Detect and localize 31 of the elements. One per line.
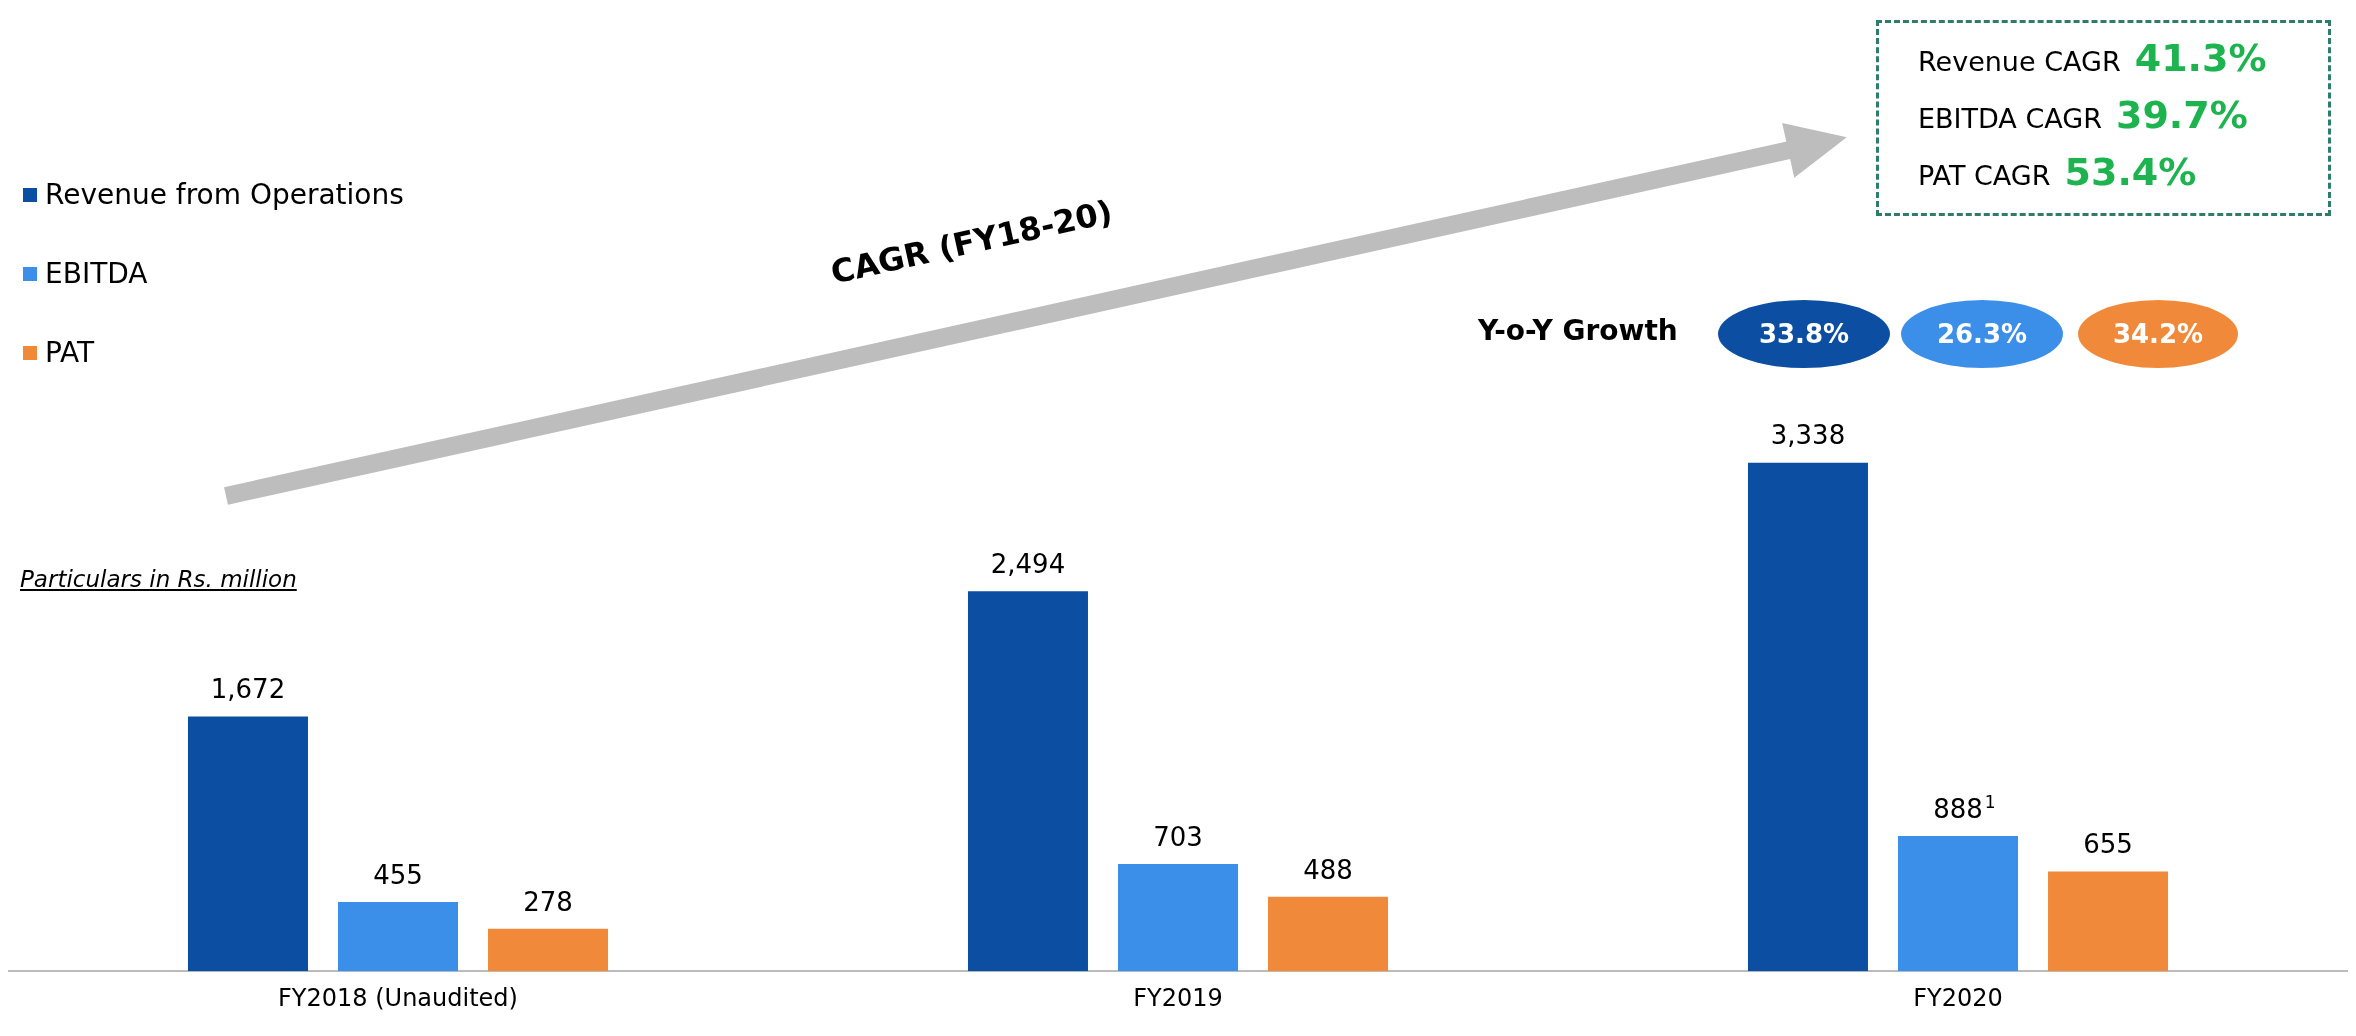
text: Revenue CAGR 41.3% (1918, 36, 2267, 80)
data-label: 703 (1153, 821, 1203, 852)
bar (967, 591, 1088, 972)
data-label: 1,672 (210, 674, 286, 705)
oval-badge: 26.3% (1901, 300, 2063, 368)
bar (1747, 462, 1868, 972)
data-label: 655 (2083, 829, 2133, 860)
data-label: 3,338 (1770, 420, 1846, 451)
x-tick-label: FY2018 (Unaudited) (278, 983, 518, 1012)
annotation: Particulars in Rs. million (20, 566, 297, 592)
bar (1897, 835, 2019, 972)
legend-label: Revenue from Operations (45, 178, 404, 211)
bar (1268, 896, 1389, 972)
bar (337, 901, 459, 972)
text: EBITDA CAGR 39.7% (1918, 93, 2248, 137)
bar (187, 716, 308, 972)
x-tick-label: FY2019 (1133, 983, 1223, 1012)
legend-label: PAT (45, 336, 95, 369)
oval-badge: 34.2% (2078, 300, 2238, 368)
bar (1117, 864, 1239, 972)
data-label: 488 (1303, 854, 1353, 885)
oval-badge: 33.8% (1718, 300, 1890, 368)
data-label: 278 (523, 886, 573, 917)
data-label: 455 (373, 859, 423, 890)
text: PAT CAGR 53.4% (1918, 150, 2197, 194)
x-tick-label: FY2020 (1913, 983, 2003, 1012)
text: Y-o-Y Growth (1478, 314, 1678, 347)
legend-label: EBITDA (45, 257, 148, 290)
data-label: 2,494 (990, 549, 1066, 580)
bar (2048, 871, 2169, 972)
bar (488, 928, 609, 972)
